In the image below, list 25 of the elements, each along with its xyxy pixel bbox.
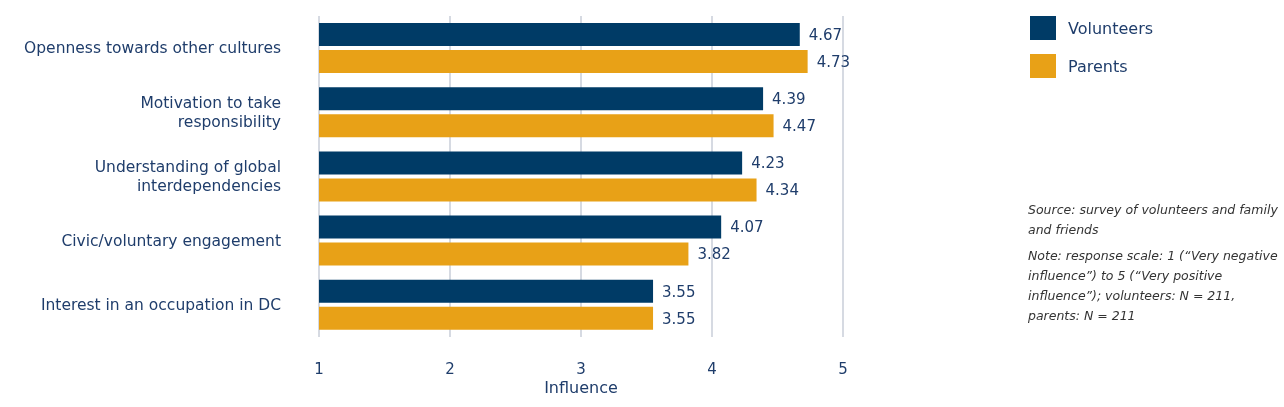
x-tick-label: 2 [445,359,455,378]
data-label: 4.34 [765,181,799,200]
data-label: 4.23 [751,154,785,173]
x-tick-label: 5 [838,359,848,378]
source-note: Source: survey of volunteers and family and friends [1028,201,1278,239]
x-tick-label: 1 [314,359,324,378]
y-tick-label: Understanding of global interdependencies [94,158,281,195]
legend-label: Volunteers [1068,18,1154,38]
data-label: 3.55 [662,282,696,301]
data-label: 4.47 [782,117,816,136]
data-label: 3.82 [697,245,731,264]
y-tick-label: Openness towards other cultures [24,39,281,58]
data-label: 4.67 [808,25,843,44]
y-tick-label: Motivation to take responsibility [140,93,281,131]
text: Note: response scale: 1 (“Very negative influence”) to 5 (“Very positive influence”); volunteers: N = 211, parents: N = 211 [1028,247,1278,325]
x-tick-label: 4 [707,359,717,378]
x-tick-label: 3 [576,359,586,378]
data-label: 4.07 [730,218,764,237]
data-label: 4.73 [816,52,851,71]
y-tick-label: Interest in an occupation in DC [40,295,281,314]
legend-label: Parents [1068,56,1128,76]
data-label: 3.55 [662,309,696,328]
x-axis-title: Influence [544,378,618,397]
data-label: 4.39 [772,90,806,109]
y-tick-label: Civic/voluntary engagement [61,231,281,250]
